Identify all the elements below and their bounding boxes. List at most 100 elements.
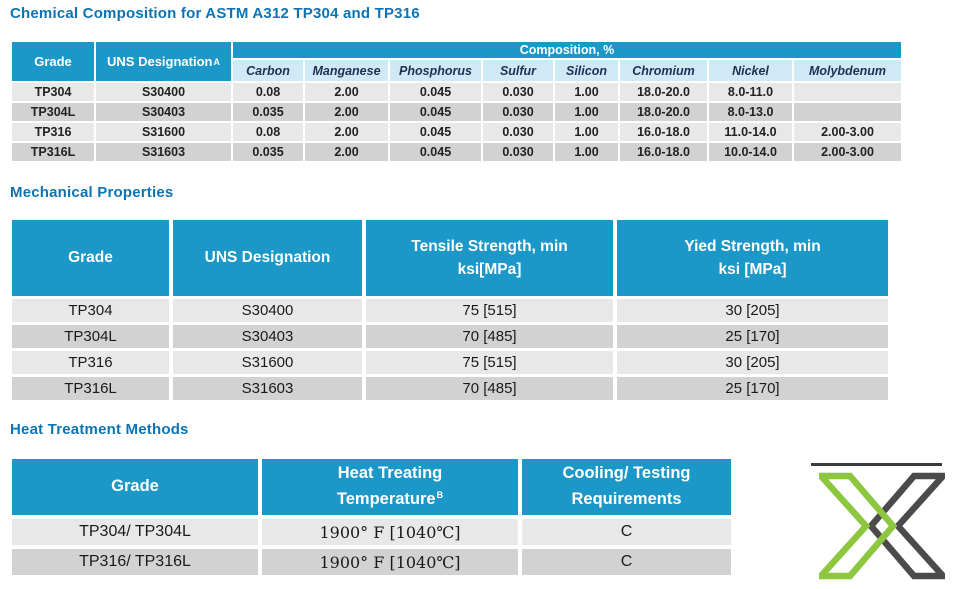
mechanical-properties-table: Grade UNS Designation Tensile Strength, … xyxy=(12,220,888,400)
chem-cell-sulfur: 0.030 xyxy=(483,123,553,141)
chem-cell-phosphorus: 0.045 xyxy=(390,103,481,121)
mech-header-yield: Yied Strength, min ksi [MPa] xyxy=(617,220,888,296)
chem-cell-uns: S30403 xyxy=(96,103,231,121)
chem-cell-nickel: 8.0-13.0 xyxy=(709,103,792,121)
mech-cell-yield: 25 [170] xyxy=(617,377,888,400)
mech-header-tensile-line1: Tensile Strength, min xyxy=(411,237,568,255)
mech-cell-tensile: 75 [515] xyxy=(366,351,613,374)
chem-col-sulfur: Sulfur xyxy=(483,60,553,81)
heat-header-grade: Grade xyxy=(12,459,258,515)
mech-cell-uns: S31603 xyxy=(173,377,362,400)
chem-col-molybdenum: Molybdenum xyxy=(794,60,901,81)
chem-cell-phosphorus: 0.045 xyxy=(390,123,481,141)
chem-cell-sulfur: 0.030 xyxy=(483,103,553,121)
heat-cell-cooling: C xyxy=(522,519,731,545)
heat-header-row: Grade Heat Treating TemperatureB Cooling… xyxy=(12,459,731,515)
chem-cell-chromium: 16.0-18.0 xyxy=(620,143,707,161)
table-row: TP304L S30403 0.035 2.00 0.045 0.030 1.0… xyxy=(12,103,901,121)
mech-header-tensile-line2: ksi[MPa] xyxy=(457,261,522,278)
mech-cell-grade: TP316L xyxy=(12,377,169,400)
chem-header-row: Grade UNS Designation A Composition, % Ca… xyxy=(12,42,901,81)
mech-cell-tensile: 70 [485] xyxy=(366,325,613,348)
chem-cell-nickel: 11.0-14.0 xyxy=(709,123,792,141)
chem-cell-nickel: 10.0-14.0 xyxy=(709,143,792,161)
table-row: TP316/ TP316L 1900° F [1040℃] C xyxy=(12,549,731,575)
chem-cell-silicon: 1.00 xyxy=(555,103,618,121)
chem-cell-molybdenum xyxy=(794,103,901,121)
heat-header-temperature: Heat Treating TemperatureB xyxy=(262,459,518,515)
mech-header-uns: UNS Designation xyxy=(173,220,362,296)
chem-cell-chromium: 16.0-18.0 xyxy=(620,123,707,141)
mech-section-title: Mechanical Properties xyxy=(10,184,174,201)
chem-cell-molybdenum: 2.00-3.00 xyxy=(794,123,901,141)
chem-cell-sulfur: 0.030 xyxy=(483,83,553,101)
chem-header-composition: Composition, % xyxy=(233,42,901,58)
chem-cell-grade: TP316L xyxy=(12,143,94,161)
table-row: TP316L S31603 0.035 2.00 0.045 0.030 1.0… xyxy=(12,143,901,161)
chem-cell-carbon: 0.08 xyxy=(233,123,303,141)
heat-header-grade-label: Grade xyxy=(111,477,159,496)
mech-cell-yield: 25 [170] xyxy=(617,325,888,348)
chem-cell-silicon: 1.00 xyxy=(555,143,618,161)
chem-cell-nickel: 8.0-11.0 xyxy=(709,83,792,101)
chem-cell-molybdenum: 2.00-3.00 xyxy=(794,143,901,161)
mech-cell-grade: TP304 xyxy=(12,299,169,322)
mech-cell-uns: S31600 xyxy=(173,351,362,374)
heat-header-cooling-line1: Cooling/ Testing xyxy=(562,464,691,483)
chem-cell-chromium: 18.0-20.0 xyxy=(620,103,707,121)
heat-cell-grade: TP316/ TP316L xyxy=(12,549,258,575)
chem-composition-group: Composition, % Carbon Manganese Phosphor… xyxy=(233,42,901,81)
chem-cell-silicon: 1.00 xyxy=(555,83,618,101)
chem-col-carbon: Carbon xyxy=(233,60,303,81)
chem-cell-manganese: 2.00 xyxy=(305,83,388,101)
chem-subheader-row: Carbon Manganese Phosphorus Sulfur Silic… xyxy=(233,60,901,81)
heat-header-cooling: Cooling/ Testing Requirements xyxy=(522,459,731,515)
table-row: TP304 S30400 75 [515] 30 [205] xyxy=(12,299,888,322)
chem-section-title: Chemical Composition for ASTM A312 TP304… xyxy=(10,5,420,22)
table-row: TP304 S30400 0.08 2.00 0.045 0.030 1.00 … xyxy=(12,83,901,101)
chem-col-manganese: Manganese xyxy=(305,60,388,81)
mech-header-yield-line1: Yied Strength, min xyxy=(684,237,821,255)
logo-gray-chevron-icon xyxy=(866,472,945,580)
table-row: TP316 S31600 75 [515] 30 [205] xyxy=(12,351,888,374)
chem-cell-carbon: 0.035 xyxy=(233,143,303,161)
chem-cell-manganese: 2.00 xyxy=(305,143,388,161)
mech-cell-grade: TP304L xyxy=(12,325,169,348)
chem-cell-chromium: 18.0-20.0 xyxy=(620,83,707,101)
chem-cell-carbon: 0.08 xyxy=(233,83,303,101)
mech-cell-grade: TP316 xyxy=(12,351,169,374)
chem-cell-molybdenum xyxy=(794,83,901,101)
chem-cell-manganese: 2.00 xyxy=(305,123,388,141)
mech-header-grade-label: Grade xyxy=(68,249,113,267)
table-row: TP316L S31603 70 [485] 25 [170] xyxy=(12,377,888,400)
chem-cell-manganese: 2.00 xyxy=(305,103,388,121)
heat-cell-grade: TP304/ TP304L xyxy=(12,519,258,545)
heat-cell-cooling: C xyxy=(522,549,731,575)
chem-cell-phosphorus: 0.045 xyxy=(390,83,481,101)
chem-col-silicon: Silicon xyxy=(555,60,618,81)
mech-header-uns-label: UNS Designation xyxy=(204,249,331,267)
chem-header-uns: UNS Designation A xyxy=(96,42,231,81)
chem-col-chromium: Chromium xyxy=(620,60,707,81)
mech-cell-yield: 30 [205] xyxy=(617,299,888,322)
mech-header-yield-line2: ksi [MPa] xyxy=(718,261,787,278)
heat-section-title: Heat Treatment Methods xyxy=(10,421,189,438)
chem-cell-grade: TP304L xyxy=(12,103,94,121)
chem-header-grade: Grade xyxy=(12,42,94,81)
logo-green-chevron-icon xyxy=(819,472,898,580)
mech-cell-uns: S30400 xyxy=(173,299,362,322)
chem-cell-uns: S30400 xyxy=(96,83,231,101)
mech-cell-tensile: 75 [515] xyxy=(366,299,613,322)
mech-cell-tensile: 70 [485] xyxy=(366,377,613,400)
heat-header-temp-line1: Heat Treating xyxy=(337,464,443,483)
chem-cell-carbon: 0.035 xyxy=(233,103,303,121)
mech-header-row: Grade UNS Designation Tensile Strength, … xyxy=(12,220,888,296)
heat-header-temp-superscript: B xyxy=(436,489,444,500)
chem-col-nickel: Nickel xyxy=(709,60,792,81)
x-logo xyxy=(819,472,945,580)
table-row: TP316 S31600 0.08 2.00 0.045 0.030 1.00 … xyxy=(12,123,901,141)
chem-cell-sulfur: 0.030 xyxy=(483,143,553,161)
heat-treatment-table: Grade Heat Treating TemperatureB Cooling… xyxy=(12,459,731,575)
chem-cell-silicon: 1.00 xyxy=(555,123,618,141)
logo-top-line xyxy=(811,463,942,466)
